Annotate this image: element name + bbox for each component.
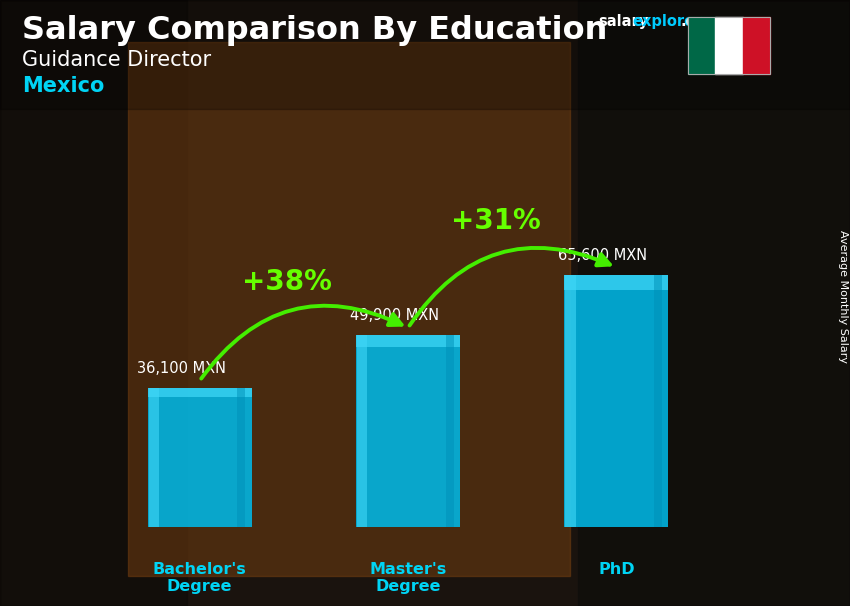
Bar <box>357 336 367 527</box>
Bar <box>564 275 668 290</box>
Bar <box>564 275 668 527</box>
Text: Bachelor's
Degree: Bachelor's Degree <box>153 562 246 594</box>
Text: .com: .com <box>681 14 721 29</box>
Bar <box>0 0 850 109</box>
Text: +38%: +38% <box>242 268 332 296</box>
Text: 36,100 MXN: 36,100 MXN <box>137 361 226 376</box>
Bar <box>148 388 252 527</box>
Text: 65,600 MXN: 65,600 MXN <box>558 248 647 263</box>
Bar <box>356 336 460 347</box>
Text: PhD: PhD <box>598 562 635 577</box>
Bar <box>128 42 570 576</box>
Text: Guidance Director: Guidance Director <box>22 50 211 70</box>
Text: +31%: +31% <box>450 207 541 235</box>
Bar <box>0 0 187 606</box>
Bar <box>578 0 850 606</box>
Bar <box>237 388 246 527</box>
Text: salary: salary <box>598 14 649 29</box>
Bar <box>445 336 454 527</box>
Text: Mexico: Mexico <box>22 76 105 96</box>
Bar <box>716 17 743 74</box>
Bar <box>148 388 252 397</box>
Bar <box>149 388 159 527</box>
Bar <box>356 336 460 527</box>
Text: Master's
Degree: Master's Degree <box>370 562 446 594</box>
Bar <box>688 17 716 74</box>
Text: 49,900 MXN: 49,900 MXN <box>349 308 439 323</box>
Text: explorer: explorer <box>632 14 701 29</box>
Text: Salary Comparison By Education: Salary Comparison By Education <box>22 15 608 46</box>
Bar <box>654 275 662 527</box>
Text: Average Monthly Salary: Average Monthly Salary <box>838 230 848 362</box>
Bar <box>743 17 770 74</box>
Bar <box>688 17 770 74</box>
Bar <box>565 275 575 527</box>
